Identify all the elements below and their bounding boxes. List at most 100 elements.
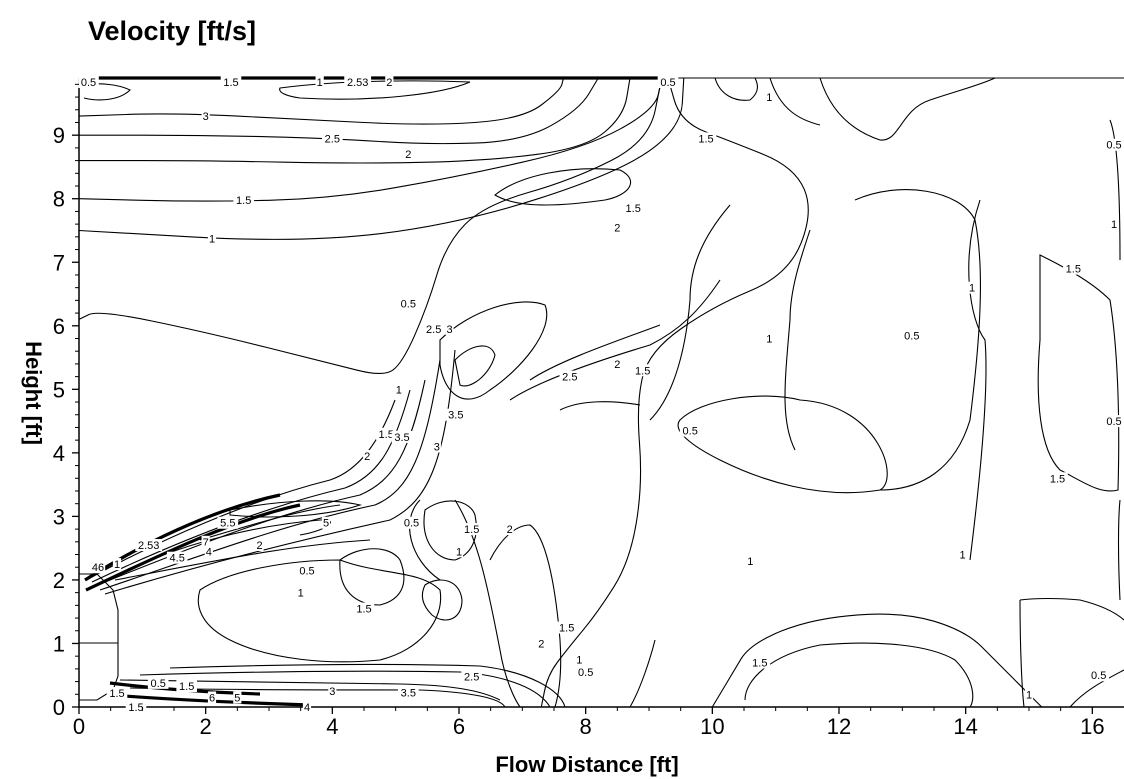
contour-label: 0.5	[904, 330, 919, 342]
contour-label-bg	[220, 76, 242, 88]
contour-label: 1	[317, 77, 323, 89]
contour-label-bg	[423, 322, 444, 335]
contour-label-bg	[322, 132, 343, 145]
y-axis-label: Height [ft]	[21, 341, 46, 445]
contour-label: 1	[969, 283, 975, 295]
contour-label: 2.5	[464, 672, 479, 684]
contour-label: 6	[209, 692, 215, 704]
contour-label: 0.5	[81, 77, 96, 89]
y-tick-label: 9	[53, 123, 65, 148]
contour-line-2	[79, 77, 631, 164]
contour-label-bg	[1103, 138, 1124, 151]
contour-label: 0.5	[683, 426, 698, 438]
contour-label: 1.5	[223, 77, 238, 89]
contour-label: 1	[576, 654, 582, 666]
contour-label-bg	[90, 561, 106, 574]
contour-label: 2.5	[562, 372, 577, 384]
contour-label-bg	[201, 110, 210, 123]
x-tick-label: 4	[326, 714, 338, 739]
x-tick-label: 2	[200, 714, 212, 739]
plot-frame	[78, 77, 1124, 708]
contour-label: 0.5	[660, 77, 675, 89]
contour-label-bg	[207, 232, 217, 245]
contour-label-bg	[765, 332, 774, 345]
contour-label: 1.5	[752, 658, 767, 670]
contour-lines-data	[78, 77, 1043, 708]
contour-label-bg	[461, 670, 482, 683]
contour-label-bg	[398, 297, 419, 310]
contour-label-bg	[394, 383, 403, 396]
contour-label-bg	[1047, 472, 1068, 485]
contour-label: 5.5	[220, 518, 235, 530]
contour-label-bg	[765, 91, 774, 104]
contour-label-bg	[201, 535, 210, 548]
contour-label-bg	[166, 551, 188, 564]
contour-label-bg	[321, 516, 331, 529]
contour-label: 2	[538, 638, 544, 650]
x-tick-label: 6	[453, 714, 465, 739]
contour-label-bg	[147, 676, 169, 689]
contour-label: 1	[747, 556, 753, 568]
contour-label: 1.5	[236, 195, 251, 207]
y-tick-label: 0	[53, 695, 65, 720]
contour-label: 1.5	[635, 365, 650, 377]
contour-label: 1.5	[1050, 473, 1065, 485]
y-tick-label: 5	[53, 377, 65, 402]
contour-label: 1.5	[626, 203, 641, 215]
contour-label-bg	[363, 450, 372, 463]
contour-label: 1	[766, 333, 772, 345]
contour-label: 3.5	[401, 687, 416, 699]
contour-label: 0.5	[401, 299, 416, 311]
contour-label-bg	[112, 558, 122, 571]
contour-label-bg	[385, 76, 394, 88]
contour-label-bg	[401, 516, 422, 529]
contour-label-bg	[125, 701, 147, 713]
contour-label-bg	[1024, 688, 1034, 701]
contour-label: 7	[203, 537, 209, 549]
contour-label: 0.5	[299, 565, 314, 577]
contour-label: 4.5	[170, 553, 185, 565]
contour-label: 2.5	[426, 324, 441, 336]
contour-label: 4	[304, 702, 310, 714]
contour-label: 0.5	[1091, 670, 1106, 682]
contour-label: 1.5	[559, 623, 574, 635]
contour-labels: 0.5 1.5 1 2.53 2 0.532.521.510.51.511.522.5 31…	[78, 76, 1124, 714]
contour-label-bg	[391, 430, 413, 443]
contour-line-0_5	[78, 77, 663, 374]
contour-label-bg	[632, 364, 653, 377]
contour-label: 3	[203, 111, 209, 123]
contour-label-bg	[622, 202, 644, 215]
contour-label: 2	[614, 222, 620, 234]
contour-label-bg	[296, 564, 318, 577]
contour-label-bg	[967, 281, 977, 294]
contour-label: 2	[364, 451, 370, 463]
contour-label: 5	[323, 518, 329, 530]
y-tick-label: 7	[53, 250, 65, 275]
contour-label: 1	[1111, 219, 1117, 231]
y-tick-label: 3	[53, 504, 65, 529]
contour-line-3	[78, 77, 565, 125]
contour-label-bg	[353, 602, 375, 615]
contour-label-bg	[575, 666, 596, 679]
x-axis-label: Flow Distance [ft]	[495, 752, 678, 777]
contour-label-bg	[1109, 218, 1119, 231]
contour-label-bg	[749, 656, 771, 669]
contour-label-bg	[398, 686, 419, 699]
contour-line-1	[711, 613, 1043, 708]
contour-line-1_5	[540, 77, 809, 708]
contour-line-1_5	[78, 77, 663, 202]
contour-label: 1.5	[109, 688, 124, 700]
contour-label-bg	[657, 76, 679, 88]
contour-label: 46	[92, 562, 104, 574]
contour-label-bg	[404, 148, 413, 161]
x-tick-label: 16	[1080, 714, 1104, 739]
x-axis-ticks: 0 2 4 6 8 10 12 14 16	[73, 707, 1105, 739]
contour-label: 1.5	[179, 681, 194, 693]
contour-label-bg	[78, 76, 99, 88]
y-tick-label: 1	[53, 631, 65, 656]
contour-label-bg	[296, 586, 305, 599]
contour-label: 1	[298, 588, 304, 600]
contour-label: 0.5	[1106, 140, 1121, 152]
contour-label-bg	[461, 523, 482, 536]
